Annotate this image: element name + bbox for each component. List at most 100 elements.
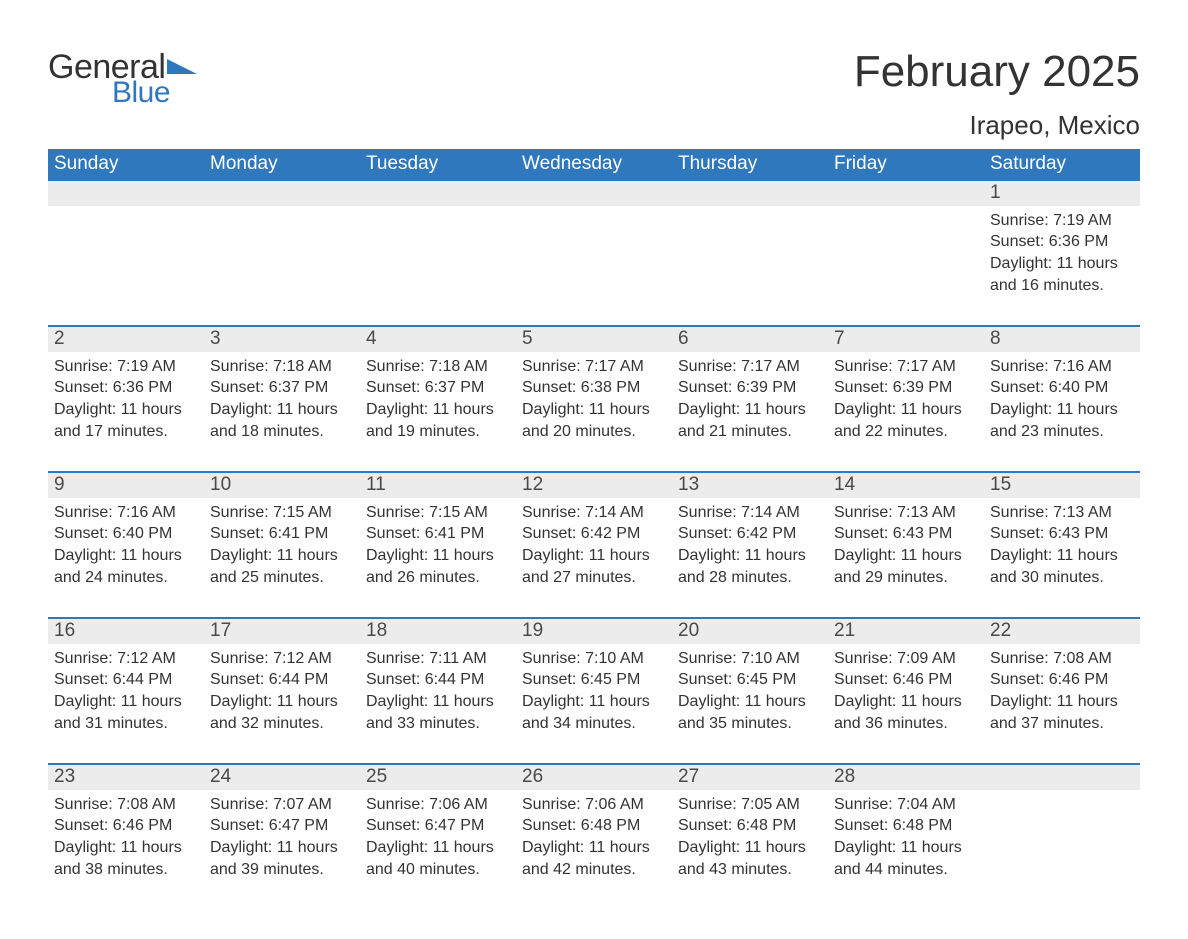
day-number: 17 xyxy=(204,619,360,644)
daylight-text: Daylight: 11 hours and 30 minutes. xyxy=(990,545,1134,588)
day-number: 25 xyxy=(360,765,516,790)
calendar-cell: 5Sunrise: 7:17 AMSunset: 6:38 PMDaylight… xyxy=(516,327,672,471)
calendar-cell: 26Sunrise: 7:06 AMSunset: 6:48 PMDayligh… xyxy=(516,765,672,909)
sunrise-text: Sunrise: 7:13 AM xyxy=(990,502,1134,524)
calendar-cell xyxy=(516,181,672,325)
day-number xyxy=(984,765,1140,790)
day-details: Sunrise: 7:17 AMSunset: 6:38 PMDaylight:… xyxy=(516,352,672,446)
sunrise-text: Sunrise: 7:09 AM xyxy=(834,648,978,670)
calendar-cell: 19Sunrise: 7:10 AMSunset: 6:45 PMDayligh… xyxy=(516,619,672,763)
daylight-text: Daylight: 11 hours and 28 minutes. xyxy=(678,545,822,588)
day-details: Sunrise: 7:07 AMSunset: 6:47 PMDaylight:… xyxy=(204,790,360,884)
daylight-text: Daylight: 11 hours and 37 minutes. xyxy=(990,691,1134,734)
sunrise-text: Sunrise: 7:17 AM xyxy=(834,356,978,378)
day-details: Sunrise: 7:15 AMSunset: 6:41 PMDaylight:… xyxy=(360,498,516,592)
day-number: 26 xyxy=(516,765,672,790)
sunrise-text: Sunrise: 7:17 AM xyxy=(678,356,822,378)
calendar-cell: 7Sunrise: 7:17 AMSunset: 6:39 PMDaylight… xyxy=(828,327,984,471)
day-number: 28 xyxy=(828,765,984,790)
day-details: Sunrise: 7:04 AMSunset: 6:48 PMDaylight:… xyxy=(828,790,984,884)
sunrise-text: Sunrise: 7:13 AM xyxy=(834,502,978,524)
day-number xyxy=(672,181,828,206)
calendar-cell: 4Sunrise: 7:18 AMSunset: 6:37 PMDaylight… xyxy=(360,327,516,471)
brand-flag-icon xyxy=(167,56,199,80)
daylight-text: Daylight: 11 hours and 17 minutes. xyxy=(54,399,198,442)
calendar-cell: 11Sunrise: 7:15 AMSunset: 6:41 PMDayligh… xyxy=(360,473,516,617)
calendar-grid: Sunday Monday Tuesday Wednesday Thursday… xyxy=(48,149,1140,909)
day-details: Sunrise: 7:10 AMSunset: 6:45 PMDaylight:… xyxy=(672,644,828,738)
daylight-text: Daylight: 11 hours and 35 minutes. xyxy=(678,691,822,734)
day-details: Sunrise: 7:10 AMSunset: 6:45 PMDaylight:… xyxy=(516,644,672,738)
day-details: Sunrise: 7:17 AMSunset: 6:39 PMDaylight:… xyxy=(828,352,984,446)
day-number: 15 xyxy=(984,473,1140,498)
sunset-text: Sunset: 6:41 PM xyxy=(210,523,354,545)
sunrise-text: Sunrise: 7:10 AM xyxy=(522,648,666,670)
calendar-cell xyxy=(204,181,360,325)
sunset-text: Sunset: 6:47 PM xyxy=(210,815,354,837)
page: General Blue February 2025 Irapeo, Mexic… xyxy=(0,0,1188,939)
daylight-text: Daylight: 11 hours and 36 minutes. xyxy=(834,691,978,734)
daylight-text: Daylight: 11 hours and 43 minutes. xyxy=(678,837,822,880)
sunrise-text: Sunrise: 7:12 AM xyxy=(210,648,354,670)
daylight-text: Daylight: 11 hours and 38 minutes. xyxy=(54,837,198,880)
calendar-week-row: 9Sunrise: 7:16 AMSunset: 6:40 PMDaylight… xyxy=(48,473,1140,617)
daylight-text: Daylight: 11 hours and 29 minutes. xyxy=(834,545,978,588)
day-number: 12 xyxy=(516,473,672,498)
calendar-cell: 2Sunrise: 7:19 AMSunset: 6:36 PMDaylight… xyxy=(48,327,204,471)
calendar-cell xyxy=(984,765,1140,909)
calendar-cell: 9Sunrise: 7:16 AMSunset: 6:40 PMDaylight… xyxy=(48,473,204,617)
sunset-text: Sunset: 6:45 PM xyxy=(678,669,822,691)
sunrise-text: Sunrise: 7:15 AM xyxy=(210,502,354,524)
calendar-cell: 17Sunrise: 7:12 AMSunset: 6:44 PMDayligh… xyxy=(204,619,360,763)
sunset-text: Sunset: 6:47 PM xyxy=(366,815,510,837)
day-details: Sunrise: 7:06 AMSunset: 6:47 PMDaylight:… xyxy=(360,790,516,884)
calendar-cell: 25Sunrise: 7:06 AMSunset: 6:47 PMDayligh… xyxy=(360,765,516,909)
sunset-text: Sunset: 6:48 PM xyxy=(522,815,666,837)
sunset-text: Sunset: 6:44 PM xyxy=(54,669,198,691)
calendar-cell xyxy=(672,181,828,325)
sunrise-text: Sunrise: 7:14 AM xyxy=(522,502,666,524)
calendar-cell: 23Sunrise: 7:08 AMSunset: 6:46 PMDayligh… xyxy=(48,765,204,909)
sunrise-text: Sunrise: 7:18 AM xyxy=(210,356,354,378)
calendar-cell: 22Sunrise: 7:08 AMSunset: 6:46 PMDayligh… xyxy=(984,619,1140,763)
day-number: 8 xyxy=(984,327,1140,352)
daylight-text: Daylight: 11 hours and 22 minutes. xyxy=(834,399,978,442)
day-details: Sunrise: 7:05 AMSunset: 6:48 PMDaylight:… xyxy=(672,790,828,884)
day-number: 27 xyxy=(672,765,828,790)
sunset-text: Sunset: 6:45 PM xyxy=(522,669,666,691)
day-details: Sunrise: 7:18 AMSunset: 6:37 PMDaylight:… xyxy=(360,352,516,446)
calendar-cell: 20Sunrise: 7:10 AMSunset: 6:45 PMDayligh… xyxy=(672,619,828,763)
day-number: 7 xyxy=(828,327,984,352)
day-details: Sunrise: 7:12 AMSunset: 6:44 PMDaylight:… xyxy=(48,644,204,738)
day-number: 9 xyxy=(48,473,204,498)
calendar-cell: 6Sunrise: 7:17 AMSunset: 6:39 PMDaylight… xyxy=(672,327,828,471)
sunset-text: Sunset: 6:48 PM xyxy=(834,815,978,837)
sunset-text: Sunset: 6:43 PM xyxy=(990,523,1134,545)
daylight-text: Daylight: 11 hours and 34 minutes. xyxy=(522,691,666,734)
day-number xyxy=(516,181,672,206)
day-number: 10 xyxy=(204,473,360,498)
sunrise-text: Sunrise: 7:16 AM xyxy=(990,356,1134,378)
sunset-text: Sunset: 6:43 PM xyxy=(834,523,978,545)
day-number: 21 xyxy=(828,619,984,644)
weekday-header: Saturday xyxy=(984,149,1140,181)
calendar-week-row: 1Sunrise: 7:19 AMSunset: 6:36 PMDaylight… xyxy=(48,181,1140,325)
daylight-text: Daylight: 11 hours and 27 minutes. xyxy=(522,545,666,588)
day-details: Sunrise: 7:19 AMSunset: 6:36 PMDaylight:… xyxy=(48,352,204,446)
calendar-cell xyxy=(48,181,204,325)
day-number: 20 xyxy=(672,619,828,644)
calendar-week-row: 2Sunrise: 7:19 AMSunset: 6:36 PMDaylight… xyxy=(48,327,1140,471)
day-number: 18 xyxy=(360,619,516,644)
sunrise-text: Sunrise: 7:14 AM xyxy=(678,502,822,524)
weekday-header: Sunday xyxy=(48,149,204,181)
day-details: Sunrise: 7:13 AMSunset: 6:43 PMDaylight:… xyxy=(828,498,984,592)
sunrise-text: Sunrise: 7:11 AM xyxy=(366,648,510,670)
brand-word2: Blue xyxy=(112,78,199,108)
daylight-text: Daylight: 11 hours and 23 minutes. xyxy=(990,399,1134,442)
calendar-cell xyxy=(828,181,984,325)
sunrise-text: Sunrise: 7:08 AM xyxy=(54,794,198,816)
daylight-text: Daylight: 11 hours and 39 minutes. xyxy=(210,837,354,880)
sunrise-text: Sunrise: 7:05 AM xyxy=(678,794,822,816)
day-details: Sunrise: 7:13 AMSunset: 6:43 PMDaylight:… xyxy=(984,498,1140,592)
daylight-text: Daylight: 11 hours and 20 minutes. xyxy=(522,399,666,442)
